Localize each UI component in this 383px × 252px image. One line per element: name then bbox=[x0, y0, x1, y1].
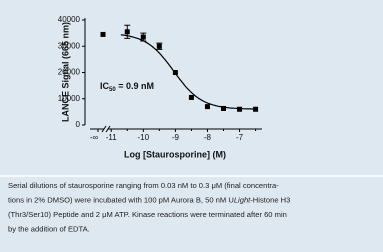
y-tick-label: 30000 bbox=[58, 41, 81, 50]
x-tick-label: -9 bbox=[172, 133, 180, 142]
annotation-main: IC bbox=[100, 81, 110, 91]
fit-curve bbox=[120, 34, 256, 110]
caption-line: tions in 2% DMSO) were incubated with 10… bbox=[8, 196, 290, 205]
x-axis-label: Log [Staurosporine] (M) bbox=[124, 149, 226, 159]
y-axis-label: LANCE Signal (665 nm) bbox=[60, 22, 70, 122]
x-tick-label: -8 bbox=[204, 133, 212, 142]
y-tick-label: 10000 bbox=[58, 94, 81, 103]
caption-text: tions in 2% DMSO) were incubated with 10… bbox=[8, 196, 234, 205]
caption-text: -Histone H3 bbox=[250, 196, 290, 205]
caption-line: (Thr3/Ser10) Peptide and 2 μM ATP. Kinas… bbox=[8, 210, 287, 219]
y-tick-label: 40000 bbox=[58, 15, 81, 24]
caption-text: Serial dilutions of staurosporine rangin… bbox=[8, 181, 279, 190]
annotation-sub: 50 bbox=[109, 87, 116, 93]
x-tick-label: -∞ bbox=[90, 133, 99, 142]
data-point bbox=[237, 106, 243, 112]
data-point bbox=[188, 94, 194, 100]
caption-text: (Thr3/Ser10) Peptide and 2 μM ATP. Kinas… bbox=[8, 210, 287, 219]
axis-break bbox=[105, 125, 111, 133]
x-tick-label: -7 bbox=[236, 133, 244, 142]
x-tick-label: -11 bbox=[106, 133, 118, 142]
axis-break bbox=[101, 125, 107, 133]
data-point bbox=[156, 43, 162, 49]
caption-line: Serial dilutions of staurosporine rangin… bbox=[8, 181, 279, 190]
data-point bbox=[100, 31, 106, 37]
data-point bbox=[172, 70, 178, 75]
data-point bbox=[221, 105, 226, 111]
data-point bbox=[204, 104, 210, 110]
data-point bbox=[140, 34, 146, 40]
annotation: IC50 = 0.9 nM bbox=[100, 81, 154, 92]
caption-text: by the addition of EDTA. bbox=[8, 225, 90, 234]
y-tick-label: 20000 bbox=[58, 68, 81, 77]
caption-text: Light bbox=[234, 196, 251, 205]
data-point bbox=[124, 29, 130, 35]
caption-line: by the addition of EDTA. bbox=[8, 225, 90, 234]
data-point bbox=[253, 106, 259, 112]
x-tick-label: -10 bbox=[138, 133, 150, 142]
annotation-rest: = 0.9 nM bbox=[116, 81, 154, 91]
y-tick-label: 0 bbox=[76, 120, 81, 129]
